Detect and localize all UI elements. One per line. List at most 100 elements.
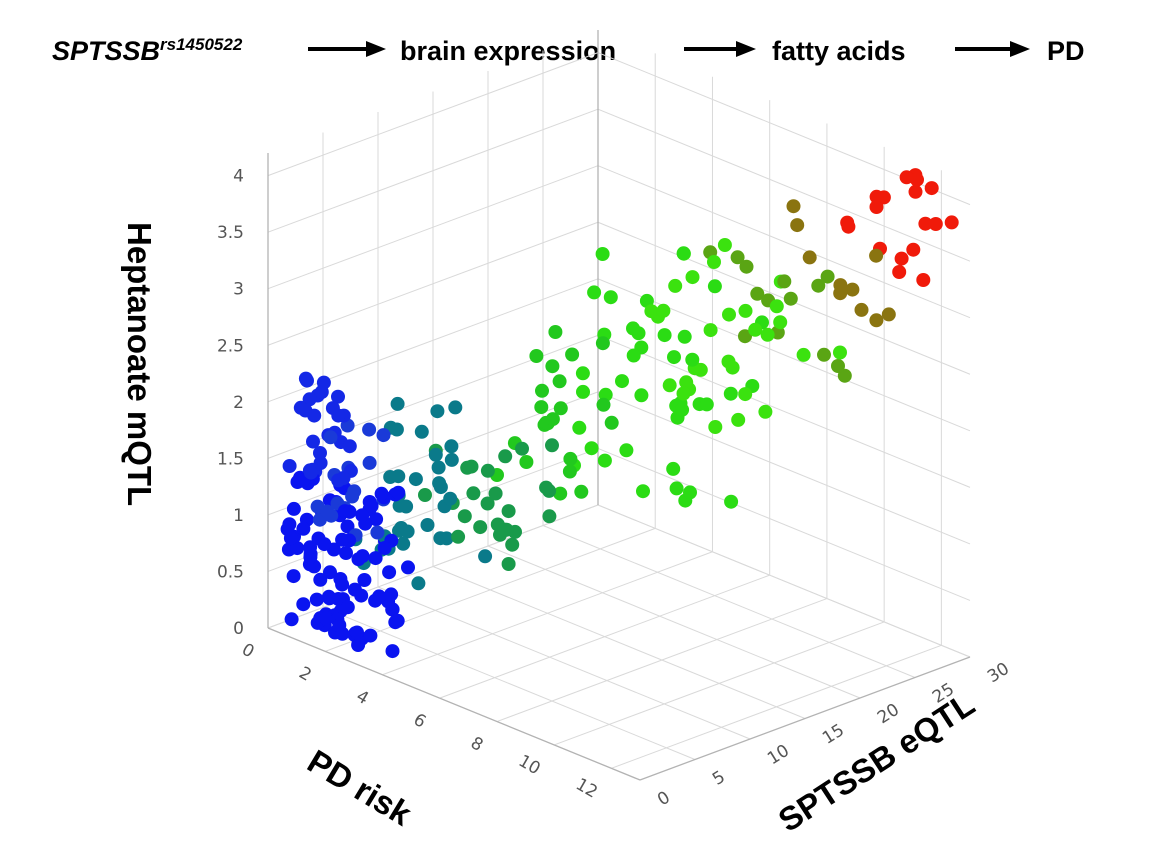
grid-line (322, 607, 696, 760)
data-point-lime (703, 323, 718, 338)
data-point-blue-main (296, 597, 311, 612)
data-point-blue-mid (362, 422, 377, 437)
data-point-teal (433, 531, 448, 546)
data-point-teal-green (501, 504, 516, 519)
grid-line (597, 278, 971, 432)
grid-line (267, 52, 599, 177)
data-point-blue-main (296, 521, 311, 536)
data-point-bright-green (626, 321, 640, 336)
data-point-teal-green (542, 509, 557, 524)
data-point-red (924, 181, 939, 196)
data-point-bright-green (587, 285, 602, 300)
data-point-red (918, 216, 933, 231)
data-point-teal (444, 439, 459, 454)
grid-line (597, 165, 971, 319)
data-point-green (552, 374, 567, 389)
data-point-teal (390, 396, 405, 411)
data-point-green (565, 347, 580, 362)
data-point-bright-green (584, 441, 599, 456)
data-point-red (908, 184, 923, 199)
x-tick: 6 (410, 710, 429, 733)
data-point-olive-green (817, 347, 831, 362)
data-point-blue-main (283, 531, 298, 546)
data-point-red (894, 251, 909, 266)
arrow-icon (308, 41, 386, 57)
data-point-bright-green (724, 494, 739, 509)
z-tick: 0 (233, 619, 244, 639)
data-point-bright-green (677, 329, 692, 344)
grid-line (597, 334, 971, 488)
data-point-red (928, 217, 943, 231)
z-tick: 0.5 (217, 562, 244, 582)
data-point-olive (833, 278, 848, 293)
data-point-teal-green (480, 496, 495, 511)
data-point-green (535, 383, 549, 398)
data-point-blue-main (350, 625, 364, 640)
y-tick: 5 (709, 767, 729, 790)
data-point-teal (383, 470, 398, 484)
z-tick: 3 (233, 280, 244, 300)
x-tick: 2 (295, 663, 314, 686)
data-point-teal (411, 576, 426, 591)
data-point-blue-upper (313, 446, 327, 460)
data-point-blue-upper (331, 389, 345, 404)
data-point-green (529, 349, 544, 363)
data-point-blue-main (323, 565, 337, 580)
data-point-bright-green (699, 397, 714, 412)
data-point-teal (400, 524, 415, 539)
data-point-blue-upper (306, 434, 320, 449)
grid-line (432, 566, 806, 719)
data-point-green (553, 401, 568, 416)
data-point-teal-green (497, 522, 512, 537)
data-point-teal-green (457, 509, 472, 524)
data-point-blue-main (391, 485, 406, 500)
data-point-olive (790, 218, 805, 233)
data-point-blue-main (355, 549, 370, 564)
data-point-blue-main (286, 569, 301, 584)
data-point-blue-main (335, 577, 350, 592)
data-point-bright-green (619, 443, 634, 458)
data-point-olive-green (831, 359, 845, 373)
data-point-lime (722, 307, 736, 322)
data-point-bright-green (683, 485, 697, 500)
data-point-blue-main (351, 638, 366, 652)
grid-line (487, 545, 861, 699)
data-point-teal (430, 404, 445, 419)
data-point-olive (854, 302, 869, 317)
z-tick: 1.5 (217, 449, 244, 469)
data-point-blue-mid (323, 430, 338, 445)
data-point-teal (414, 424, 429, 439)
data-point-olive-green (837, 368, 852, 383)
data-point-blue-main (385, 644, 400, 659)
y-axis-label: SPTSSB eQTL (772, 685, 981, 839)
data-point-olive-green (777, 274, 792, 289)
pathway-header: SPTSSBrs1450522 brain expression fatty a… (52, 35, 1085, 66)
data-point-green (519, 455, 534, 469)
data-point-bright-green (572, 420, 587, 435)
grid-line (542, 525, 916, 678)
data-point-lime (833, 345, 847, 360)
data-point-teal-green (539, 480, 554, 495)
x-tick: 4 (353, 686, 372, 709)
data-point-teal (448, 400, 463, 415)
data-point-teal (396, 536, 411, 551)
data-point-lime (679, 375, 694, 390)
data-point-lime (676, 386, 691, 401)
z-axis-label: Heptanoate mQTL (121, 222, 158, 506)
grid-line (597, 504, 971, 658)
data-point-green (604, 415, 619, 430)
grid-line (597, 108, 971, 262)
header-step-pd: PD (1047, 36, 1085, 66)
data-point-blue-main (340, 600, 355, 615)
data-point-teal (399, 499, 414, 514)
data-point-bright-green (626, 348, 641, 363)
data-point-red (906, 242, 921, 257)
data-point-blue-mid (347, 484, 362, 499)
data-point-blue-main (332, 618, 347, 633)
data-point-olive (881, 307, 896, 322)
data-point-blue-main (303, 550, 318, 565)
data-point-blue-main (369, 512, 384, 527)
data-point-blue-main (319, 611, 334, 626)
data-point-green (545, 359, 560, 374)
grid-line (377, 586, 751, 740)
